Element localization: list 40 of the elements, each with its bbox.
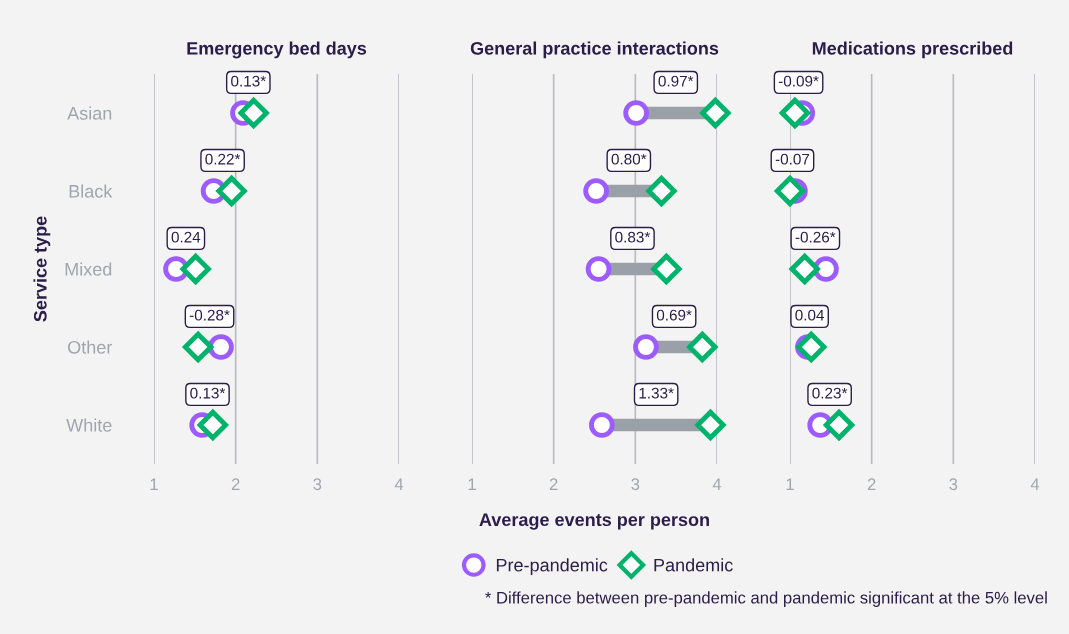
x-tick-label: 1	[786, 478, 794, 490]
annotation: 0.13*	[190, 387, 226, 399]
text: * Difference between pre-pandemic and pandemic significant at the 5% level	[485, 591, 1047, 607]
x-tick-label: 4	[1030, 478, 1040, 490]
annotation: 0.23*	[812, 387, 848, 399]
annotation: -0.26*	[795, 231, 836, 243]
chart-title: Medications prescribed	[812, 41, 1013, 59]
annotation: 0.80*	[611, 153, 647, 165]
x-axis-title: Average events per person	[479, 513, 709, 530]
legend-label: Pre-pandemic	[496, 558, 608, 576]
annotation: 0.22*	[205, 153, 241, 165]
chart-title: Emergency bed days	[187, 41, 367, 59]
y-tick-label: Other	[68, 340, 113, 354]
y-tick-label: Mixed	[65, 262, 112, 276]
x-tick-label: 2	[549, 478, 558, 490]
x-tick-label: 3	[631, 478, 640, 491]
x-tick-label: 4	[394, 478, 404, 490]
x-tick-label: 2	[867, 478, 876, 490]
y-tick-label: Asian	[67, 106, 112, 120]
x-tick-label: 3	[313, 478, 322, 491]
x-tick-label: 1	[150, 478, 158, 490]
annotation: 0.83*	[615, 231, 651, 243]
annotation: 0.13*	[231, 75, 266, 87]
y-axis-title: Service type	[33, 216, 51, 322]
x-tick-label: 3	[949, 478, 958, 491]
y-tick-label: White	[66, 418, 112, 432]
annotation: 0.97*	[658, 75, 694, 87]
x-tick-label: 1	[468, 478, 476, 490]
legend-label: Pandemic	[654, 558, 733, 572]
annotation: -0.28*	[189, 309, 230, 321]
annotation: 1.33*	[639, 387, 674, 399]
chart-title: General practice interactions	[470, 41, 719, 59]
x-tick-label: 4	[712, 478, 722, 490]
annotation: -0.07	[775, 153, 810, 165]
annotation: 0.04	[795, 309, 825, 321]
annotation: -0.09*	[778, 75, 819, 87]
y-tick-label: Black	[69, 184, 113, 198]
annotation: 0.24	[171, 231, 201, 243]
x-tick-label: 2	[231, 478, 240, 490]
annotation: 0.69*	[656, 309, 692, 321]
